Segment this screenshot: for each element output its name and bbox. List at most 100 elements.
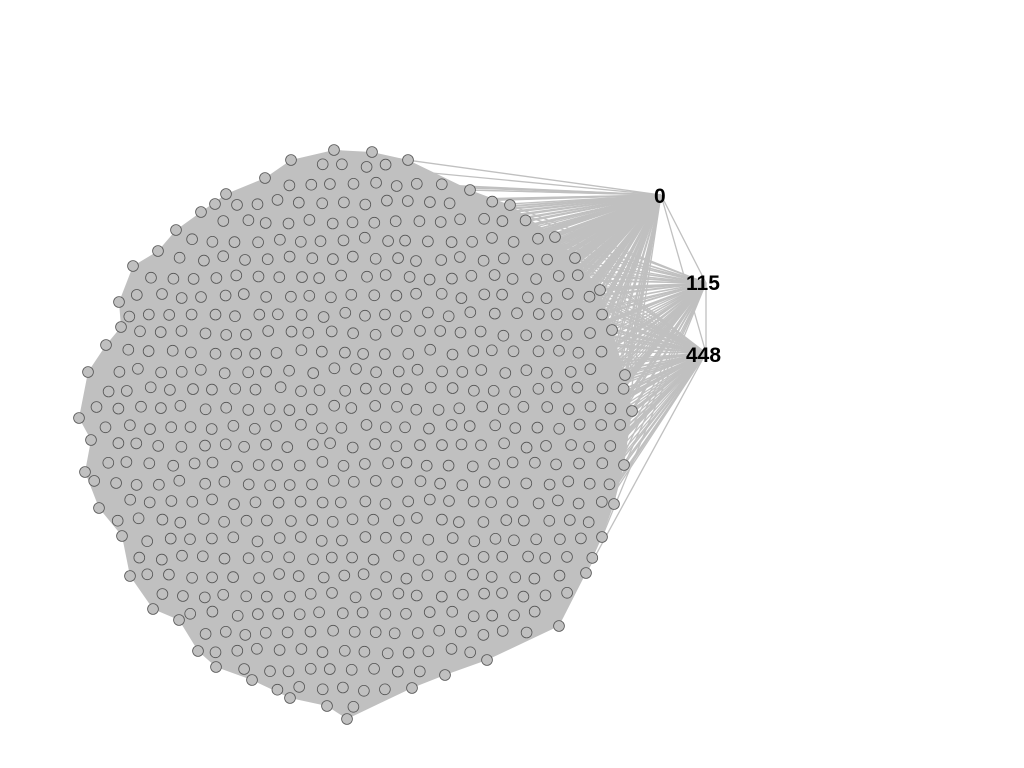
graph-node [414, 475, 427, 488]
graph-node [220, 188, 232, 200]
graph-node [345, 663, 358, 676]
graph-node [249, 383, 262, 396]
graph-node [553, 422, 565, 435]
graph-node [573, 457, 585, 470]
graph-node [227, 531, 240, 544]
graph-node [388, 627, 401, 640]
graph-node [481, 654, 493, 666]
graph-node [170, 224, 182, 236]
graph-node [406, 682, 418, 694]
graph-node [272, 607, 284, 620]
graph-node [507, 236, 520, 248]
graph-node [572, 308, 584, 320]
graph-node [569, 252, 581, 264]
graph-node [468, 535, 481, 548]
graph-node [324, 178, 336, 190]
hub-label-448: 448 [686, 344, 721, 367]
graph-node [509, 571, 522, 584]
graph-node [446, 605, 459, 618]
graph-node [410, 589, 423, 602]
graph-node [532, 232, 544, 245]
graph-node [120, 456, 133, 468]
graph-node [156, 288, 168, 300]
graph-node [488, 269, 501, 281]
graph-node [124, 493, 136, 506]
graph-node [304, 662, 317, 675]
graph-node [175, 292, 188, 304]
graph-node [112, 402, 125, 415]
graph-node [520, 364, 533, 377]
graph-node [485, 571, 498, 583]
graph-node [463, 420, 476, 432]
graph-node [468, 384, 480, 397]
graph-node [325, 325, 338, 338]
graph-node [522, 550, 534, 563]
graph-node [295, 418, 307, 431]
graph-node [564, 366, 577, 378]
graph-node [464, 306, 477, 319]
graph-node [317, 571, 330, 584]
graph-node [209, 347, 222, 360]
graph-node [206, 605, 219, 618]
graph-node [274, 381, 287, 394]
graph-node [347, 178, 360, 190]
graph-node [414, 439, 426, 451]
graph-node [271, 683, 284, 696]
graph-node [251, 198, 264, 211]
graph-node [350, 363, 362, 375]
graph-node [142, 345, 155, 357]
graph-node [370, 176, 382, 189]
graph-node [464, 646, 477, 659]
graph-node [563, 514, 576, 526]
graph-node [163, 568, 175, 581]
graph-node [259, 172, 271, 184]
graph-node [153, 478, 165, 491]
graph-node [270, 347, 283, 359]
graph-node [453, 402, 466, 415]
graph-node [413, 665, 426, 678]
graph-node [359, 495, 372, 508]
graph-node [173, 251, 186, 264]
graph-node [338, 196, 350, 209]
graph-node [411, 363, 424, 376]
graph-node [445, 643, 458, 655]
graph-node [306, 478, 318, 491]
graph-node [231, 199, 243, 211]
graph-node [154, 326, 167, 338]
graph-node [231, 460, 243, 473]
graph-node [337, 681, 349, 694]
graph-node [187, 383, 199, 395]
graph-node [366, 146, 378, 158]
graph-node [252, 270, 265, 283]
graph-node [252, 236, 264, 249]
graph-node [422, 645, 435, 658]
graph-node [295, 385, 307, 398]
graph-node [259, 217, 272, 229]
graph-node [326, 217, 339, 230]
graph-node [337, 234, 350, 247]
graph-node [195, 206, 207, 218]
graph-node [292, 570, 305, 582]
graph-node [176, 549, 188, 562]
graph-node [422, 533, 435, 546]
graph-node [359, 458, 371, 470]
graph-node [273, 568, 285, 580]
graph-node [369, 438, 381, 450]
graph-node [553, 569, 566, 582]
graph-node [283, 404, 296, 416]
graph-node [130, 479, 143, 491]
graph-node [402, 154, 414, 166]
graph-node [478, 476, 491, 488]
graph-node [596, 457, 609, 470]
graph-node [143, 496, 156, 509]
graph-node [227, 419, 240, 432]
graph-node [295, 309, 308, 321]
graph-node [261, 253, 274, 266]
graph-node [335, 269, 347, 282]
graph-node [554, 533, 566, 545]
graph-node [199, 439, 211, 452]
graph-node [410, 178, 423, 190]
graph-node [422, 306, 434, 319]
graph-node [113, 296, 125, 308]
graph-node [199, 591, 211, 604]
